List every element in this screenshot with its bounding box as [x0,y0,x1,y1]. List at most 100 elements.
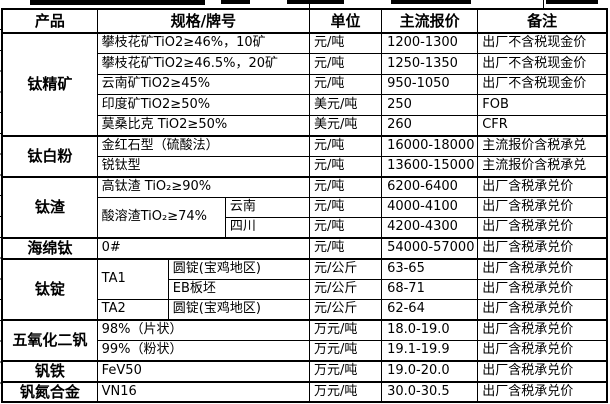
table-row: 海绵钛 0# 元/吨 54000-57000 出厂含税承兑价 [1,237,608,259]
note-cell: 出厂含税承兑价 [477,340,608,362]
price-cell: 4000-4100 [381,196,479,218]
unit-cell: 元/吨 [308,175,383,198]
clipped-text-fragment [391,0,471,4]
region-cell: 云南 [224,196,310,218]
price-cell: 1250-1350 [381,53,479,75]
note-cell: 出厂含税承兑价 [477,360,608,382]
form-cell: 圆锭(宝鸡地区) [167,299,310,321]
price-cell: 950-1050 [381,73,479,95]
grade-cell: TA1 [96,257,169,300]
spec-cell: 莫桑比克 TiO2≥50% [96,114,310,136]
clipped-text-fragment [546,0,598,4]
unit-cell: 元/吨 [308,73,383,95]
grade-cell: TA2 [96,299,169,321]
unit-cell: 元/公斤 [308,278,383,300]
price-cell: 16000-18000 [381,134,479,157]
table-row: 钒氮合金 VN16 万元/吨 30.0-30.5 出厂含税承兑价 [1,380,608,403]
note-cell: 主流报价含税承兑 [477,134,608,157]
price-cell: 19.0-20.0 [381,360,479,382]
spec-cell: 攀枝花矿TiO2≥46.5%，20矿 [96,53,310,75]
table-row: 钛锭 TA1 圆锭(宝鸡地区) 元/公斤 63-65 出厂含税承兑价 [1,257,608,321]
table-row: 钒铁 FeV50 万元/吨 19.0-20.0 出厂含税承兑价 [1,360,608,382]
product-cell: 钒氮合金 [1,380,98,403]
price-cell: 18.0-19.0 [381,319,479,341]
product-cell: 钛精矿 [1,32,98,136]
unit-cell: 元/公斤 [308,299,383,321]
price-cell: 260 [381,114,479,136]
table-row: 酸溶渣TiO₂≥74% 云南 元/吨 4000-4100 出厂含税承兑价 [2,196,608,239]
header-product: 产品 [1,8,98,34]
table-row: 钛精矿 攀枝花矿TiO2≥46%，10矿 元/吨 1200-1300 出厂不含税… [1,32,608,136]
note-cell: 主流报价含税承兑 [477,155,608,177]
unit-cell: 美元/吨 [308,94,383,116]
unit-cell: 元/吨 [308,237,383,259]
table-row: 印度矿TiO2≥50% 美元/吨 250 FOB [2,94,608,116]
price-table: 产品 规格/牌号 单位 主流报价 备注 钛精矿 攀枝花矿TiO2≥46%，10矿… [1,8,608,403]
header-unit: 单位 [308,8,383,34]
price-cell: 4200-4300 [381,217,479,239]
unit-cell: 元/吨 [308,32,383,54]
table-row: 五氧化二钒 98%（片状） 万元/吨 18.0-19.0 出厂含税承兑价 [1,319,608,362]
table-row: 锐钛型 元/吨 13600-15000 主流报价含税承兑 [2,155,608,177]
unit-cell: 元/吨 [308,134,383,157]
note-cell: 出厂含税承兑价 [477,237,608,259]
price-cell: 19.1-19.9 [381,340,479,362]
table-row: 攀枝花矿TiO2≥46.5%，20矿 元/吨 1250-1350 出厂不含税现金… [2,53,608,75]
spec-cell: 高钛渣 TiO₂≥90% [96,175,310,198]
note-cell: 出厂含税承兑价 [477,257,608,280]
unit-cell: 万元/吨 [308,380,383,403]
price-cell: 63-65 [381,257,479,280]
spec-cell: 99%（粉状） [96,340,310,362]
unit-cell: 元/吨 [308,196,383,218]
header-note: 备注 [477,8,608,34]
clipped-gridline [309,0,310,8]
product-cell: 钛锭 [1,257,98,321]
note-cell: 出厂含税承兑价 [477,299,608,321]
region-cell: 四川 [224,217,310,239]
spec-cell: VN16 [96,380,310,403]
unit-cell: 美元/吨 [308,114,383,136]
price-cell: 6200-6400 [381,175,479,198]
product-cell: 海绵钛 [1,237,98,259]
header-price: 主流报价 [381,8,479,34]
product-cell: 钛白粉 [1,134,98,177]
note-cell: 出厂含税承兑价 [477,175,608,198]
table-row: TA2 圆锭(宝鸡地区) 元/公斤 62-64 出厂含税承兑价 [2,299,608,321]
unit-cell: 元/公斤 [308,257,383,280]
table-row: 钛白粉 金红石型（硫酸法） 元/吨 16000-18000 主流报价含税承兑 [1,134,608,177]
unit-cell: 万元/吨 [308,340,383,362]
clipped-gridline [543,0,544,8]
table-row: 莫桑比克 TiO2≥50% 美元/吨 260 CFR [2,114,608,136]
unit-cell: 元/吨 [308,217,383,239]
note-cell: 出厂含税承兑价 [477,380,608,403]
spec-cell: 0# [96,237,310,259]
note-cell: 出厂含税承兑价 [477,278,608,300]
note-cell: 出厂含税承兑价 [477,319,608,341]
unit-cell: 元/吨 [308,53,383,75]
clipped-text-fragment [287,0,344,4]
spec-cell: 云南矿TiO2≥45% [96,73,310,95]
note-cell: CFR [477,114,608,136]
price-cell: 1200-1300 [381,32,479,54]
price-cell: 68-71 [381,278,479,300]
price-cell: 13600-15000 [381,155,479,177]
spec-cell: 酸溶渣TiO₂≥74% [96,196,226,239]
header-spec: 规格/牌号 [96,8,310,34]
table-row: 99%（粉状） 万元/吨 19.1-19.9 出厂含税承兑价 [2,340,608,362]
form-cell: 圆锭(宝鸡地区) [167,257,310,280]
unit-cell: 万元/吨 [308,319,383,341]
unit-cell: 万元/吨 [308,360,383,382]
note-cell: FOB [477,94,608,116]
spec-cell: 金红石型（硫酸法） [96,134,310,157]
price-cell: 54000-57000 [381,237,479,259]
spec-cell: 攀枝花矿TiO2≥46%，10矿 [96,32,310,54]
note-cell: 出厂不含税现金价 [477,53,608,75]
clipped-text-fragment [30,0,205,5]
note-cell: 出厂不含税现金价 [477,73,608,95]
spec-cell: FeV50 [96,360,310,382]
spec-cell: 98%（片状） [96,319,310,341]
note-cell: 出厂含税承兑价 [477,217,608,239]
spec-cell: 印度矿TiO2≥50% [96,94,310,116]
form-cell: EB板坯 [167,278,310,300]
spec-cell: 锐钛型 [96,155,310,177]
